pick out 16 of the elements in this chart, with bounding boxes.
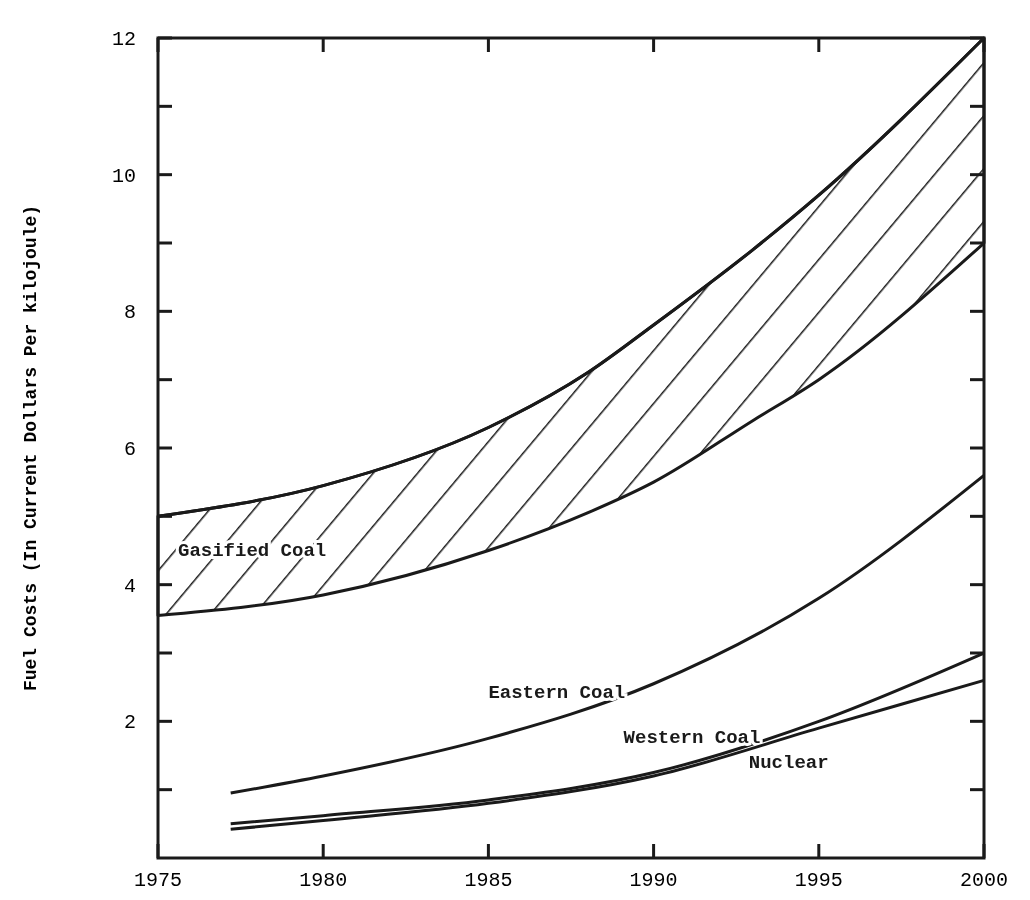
x-tick-label: 1985: [464, 869, 513, 892]
series-label: Western Coal: [623, 726, 761, 749]
y-tick-label: 2: [123, 711, 136, 735]
y-tick-label: 12: [111, 28, 136, 51]
y-tick-label: 6: [123, 438, 136, 461]
series-label: Nuclear: [748, 752, 829, 775]
y-tick-label: 8: [123, 301, 136, 325]
x-tick-label: 1980: [299, 869, 348, 892]
x-tick-label: 1975: [133, 869, 183, 892]
y-tick-label: 4: [123, 574, 136, 598]
series-label: Eastern Coal: [488, 682, 626, 705]
x-tick-label: 1990: [629, 869, 678, 892]
y-tick-label: 10: [111, 164, 136, 188]
x-tick-label: 1995: [794, 869, 843, 892]
x-tick-label: 2000: [959, 869, 1009, 892]
y-axis-title: Fuel Costs (In Current Dollars Per kilojoule): [21, 204, 41, 692]
